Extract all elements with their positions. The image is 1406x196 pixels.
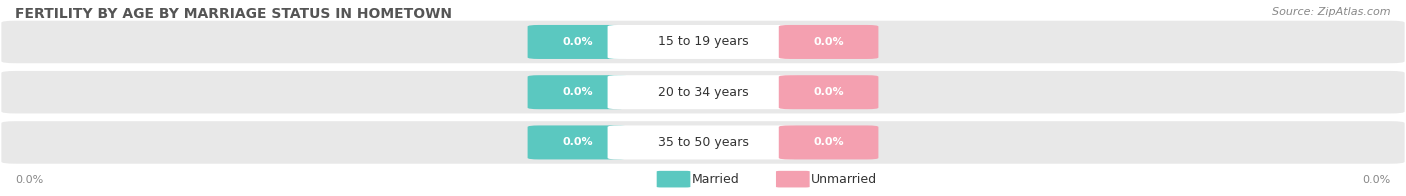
FancyBboxPatch shape [779,125,879,159]
FancyBboxPatch shape [607,25,799,59]
Text: 0.0%: 0.0% [813,137,844,147]
Text: 0.0%: 0.0% [562,87,593,97]
Text: 0.0%: 0.0% [15,175,44,185]
Text: Unmarried: Unmarried [811,173,877,186]
Text: 0.0%: 0.0% [813,87,844,97]
Text: 0.0%: 0.0% [1362,175,1391,185]
Text: Married: Married [692,173,740,186]
FancyBboxPatch shape [1,121,1405,164]
FancyBboxPatch shape [527,75,627,109]
FancyBboxPatch shape [607,75,799,109]
Text: FERTILITY BY AGE BY MARRIAGE STATUS IN HOMETOWN: FERTILITY BY AGE BY MARRIAGE STATUS IN H… [15,7,453,21]
FancyBboxPatch shape [657,171,690,187]
FancyBboxPatch shape [1,71,1405,113]
FancyBboxPatch shape [779,75,879,109]
Text: 20 to 34 years: 20 to 34 years [658,86,748,99]
Text: 15 to 19 years: 15 to 19 years [658,35,748,48]
FancyBboxPatch shape [607,125,799,159]
FancyBboxPatch shape [527,125,627,159]
Text: 35 to 50 years: 35 to 50 years [658,136,748,149]
Text: 0.0%: 0.0% [562,137,593,147]
FancyBboxPatch shape [779,25,879,59]
FancyBboxPatch shape [1,21,1405,63]
Text: 0.0%: 0.0% [813,37,844,47]
Text: 0.0%: 0.0% [562,37,593,47]
FancyBboxPatch shape [527,25,627,59]
FancyBboxPatch shape [776,171,810,187]
Text: Source: ZipAtlas.com: Source: ZipAtlas.com [1272,7,1391,17]
